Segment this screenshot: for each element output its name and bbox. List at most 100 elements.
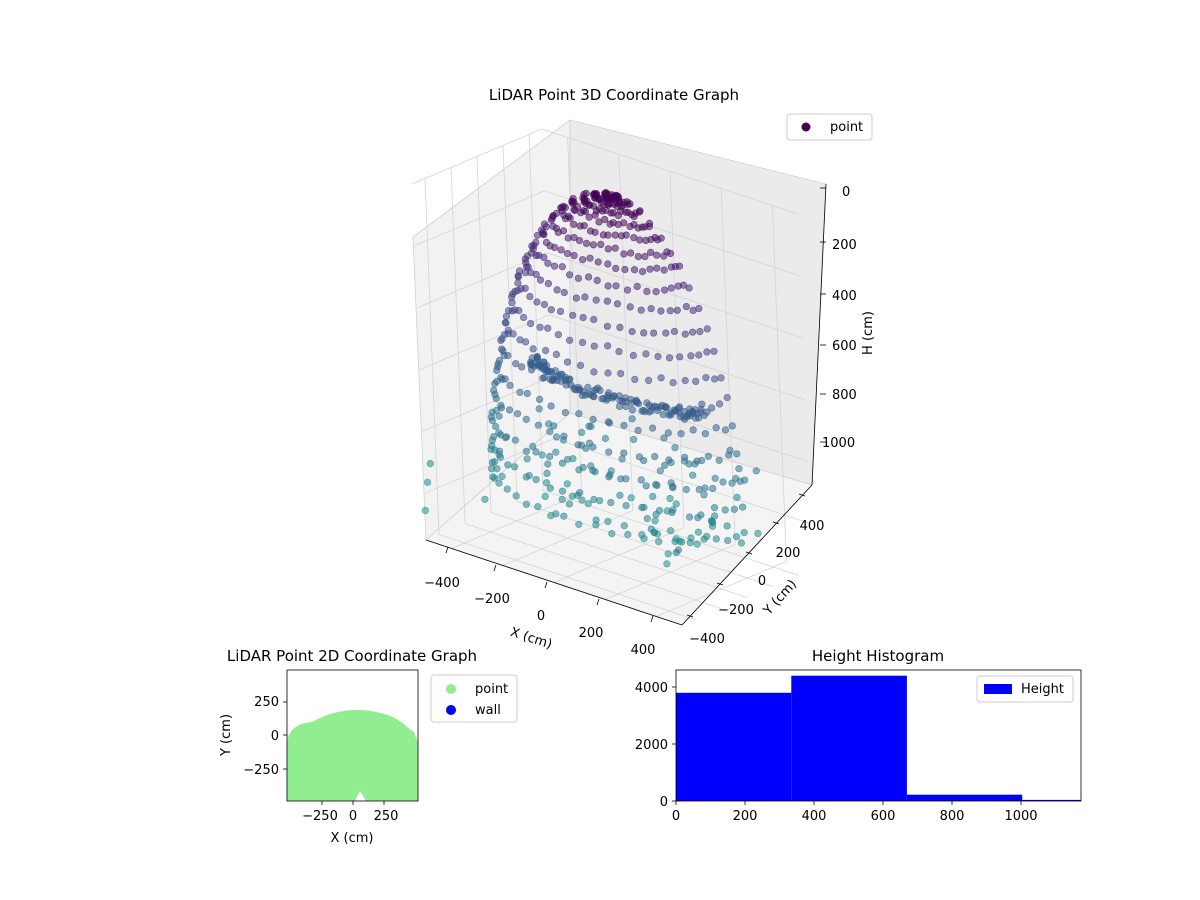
data-point-3d <box>552 433 561 441</box>
data-point-3d <box>649 329 658 337</box>
data-point-3d <box>505 406 514 414</box>
data-point-3d <box>534 421 543 429</box>
data-point-3d <box>515 267 524 275</box>
data-point-3d <box>569 195 577 203</box>
data-point-3d <box>565 336 574 344</box>
data-point-3d <box>596 386 604 395</box>
data-point-3d <box>721 426 730 434</box>
data-point-3d <box>564 234 572 242</box>
data-point-3d <box>710 504 719 512</box>
data-point-3d <box>627 494 635 502</box>
z-axis-line <box>811 183 827 486</box>
x-tick-label-hist: 1000 <box>1004 809 1037 824</box>
data-point-3d <box>703 348 711 356</box>
data-point-3d <box>738 503 747 511</box>
y-ticks-2d: 250 0 −250 <box>243 695 287 778</box>
x-tick-label-2d: −250 <box>302 809 338 824</box>
data-point-3d <box>552 350 561 359</box>
data-point-3d <box>558 203 566 212</box>
legend-marker-point <box>801 122 811 132</box>
data-point-3d <box>522 415 530 423</box>
data-point-3d <box>532 270 540 279</box>
data-point-3d <box>732 533 741 541</box>
data-point-3d <box>622 475 630 483</box>
data-point-3d <box>574 441 582 449</box>
data-point-3d <box>540 300 549 309</box>
data-point-3d <box>488 408 496 416</box>
data-point-3d <box>579 314 587 322</box>
data-point-3d <box>635 453 644 461</box>
data-point-3d <box>536 276 545 284</box>
data-point-3d <box>725 451 733 459</box>
data-point-3d <box>604 231 612 239</box>
legend-swatch-height <box>984 684 1012 694</box>
data-point-3d <box>641 253 649 261</box>
data-point-3d <box>497 336 505 345</box>
data-point-3d <box>664 429 672 437</box>
data-point-3d <box>710 375 719 383</box>
data-point-3d <box>504 461 512 469</box>
data-point-3d <box>604 260 612 268</box>
data-point-3d <box>685 284 693 292</box>
gridline <box>476 156 492 513</box>
data-point-3d <box>586 254 594 262</box>
data-point-3d <box>504 351 512 360</box>
data-point-3d <box>497 404 506 412</box>
legend-label-wall: wall <box>475 703 501 718</box>
data-point-3d <box>636 207 644 215</box>
gridline <box>464 523 722 609</box>
data-point-3d <box>488 458 497 467</box>
data-point-3d <box>580 190 588 198</box>
legend-frame-hist <box>976 675 1074 703</box>
data-point-3d <box>506 381 514 390</box>
data-point-3d <box>493 465 501 473</box>
y-tick-label: 400 <box>800 519 825 534</box>
data-point-3d <box>674 546 683 554</box>
data-point-3d <box>547 402 555 410</box>
data-point-3d <box>630 234 638 242</box>
data-point-3d <box>704 452 713 460</box>
data-point-3d <box>672 535 680 543</box>
data-point-3d <box>603 297 612 305</box>
data-point-3d <box>711 474 719 482</box>
data-point-3d <box>616 323 624 332</box>
data-point-3d <box>544 259 552 267</box>
data-point-3d <box>590 368 598 376</box>
data-point-3d <box>544 280 553 288</box>
data-point-3d <box>616 491 624 499</box>
data-point-3d <box>674 404 683 412</box>
histogram-title: Height Histogram <box>812 647 944 665</box>
data-point-3d <box>621 265 629 274</box>
data-point-3d <box>593 276 601 285</box>
x-tick-label-2d: 0 <box>349 809 357 824</box>
data-point-3d <box>580 222 588 230</box>
data-point-3d <box>620 449 628 457</box>
data-point-3d <box>607 499 615 507</box>
data-point-3d <box>590 342 598 350</box>
data-point-3d <box>663 560 671 568</box>
data-point-3d <box>529 345 537 353</box>
data-point-3d <box>575 520 583 528</box>
data-point-3d <box>710 512 719 520</box>
x-axis-line <box>425 539 683 626</box>
data-point-3d <box>563 358 572 366</box>
data-point-3d <box>643 287 651 296</box>
gridline <box>546 252 803 339</box>
data-point-3d <box>624 208 632 216</box>
data-point-3d <box>532 448 540 456</box>
data-point-3d <box>678 538 686 546</box>
point-2d <box>297 735 307 745</box>
x-tick-label: 0 <box>537 609 545 624</box>
data-point-3d <box>592 521 600 529</box>
data-point-3d <box>730 505 739 513</box>
y-tick-label-hist: 0 <box>660 795 668 810</box>
data-point-3d <box>620 522 628 530</box>
data-point-3d <box>504 307 513 315</box>
data-point-3d <box>661 403 669 412</box>
gap-2d <box>355 791 366 801</box>
data-point-3d <box>604 369 612 377</box>
z-tick-label: 400 <box>832 289 857 304</box>
data-point-3d <box>717 374 725 382</box>
chart-2d-title: LiDAR Point 2D Coordinate Graph <box>227 647 477 665</box>
